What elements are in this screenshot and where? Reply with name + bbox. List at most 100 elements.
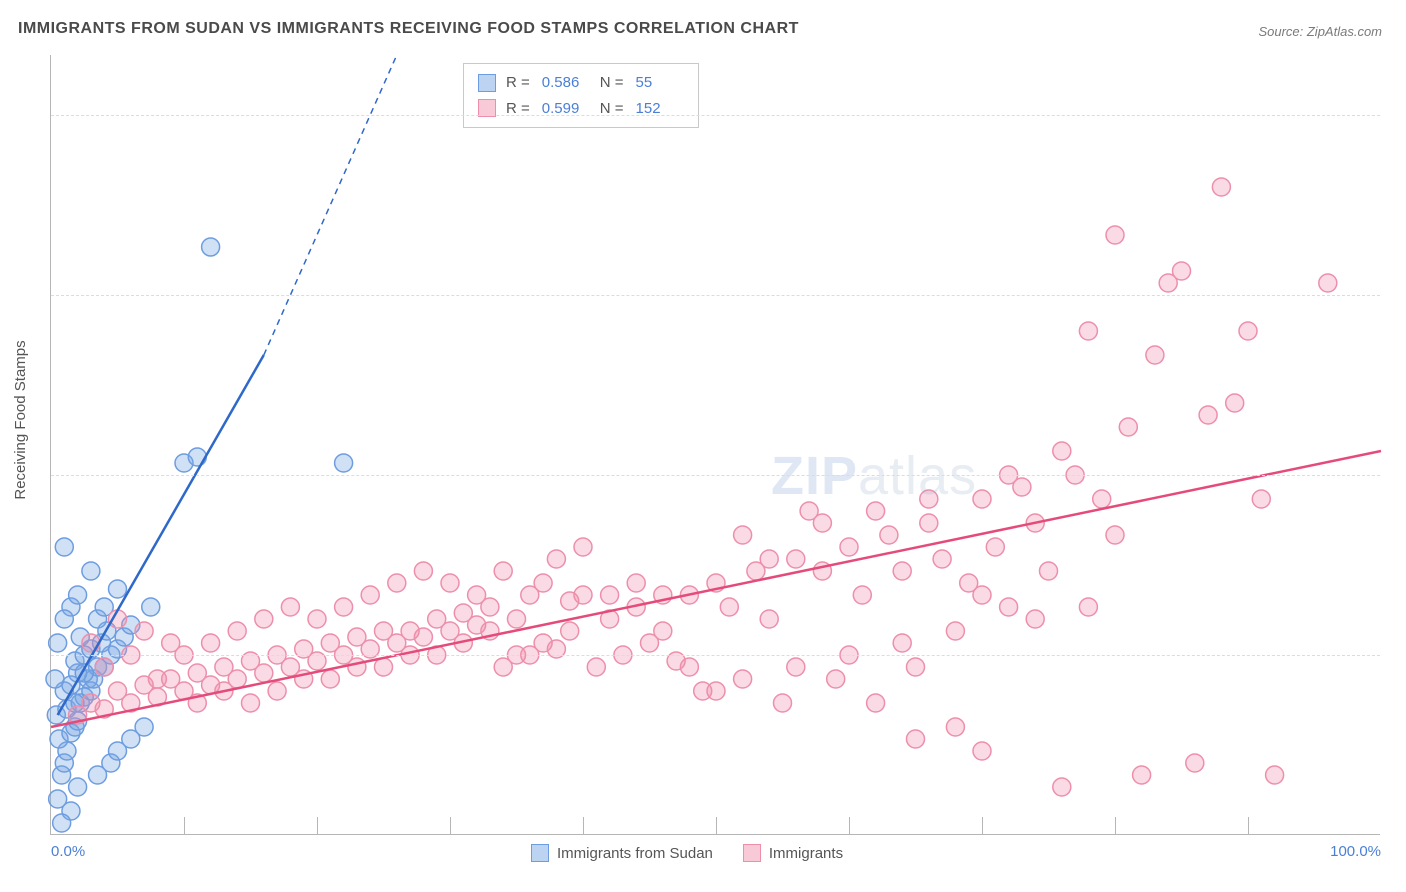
legend-n-value: 55 [636, 70, 684, 96]
legend-n-label: N = [600, 96, 624, 122]
data-point [707, 682, 725, 700]
gridline-v [184, 817, 185, 835]
data-point [1106, 226, 1124, 244]
data-point [414, 562, 432, 580]
gridline-v [317, 817, 318, 835]
data-point [1319, 274, 1337, 292]
data-point [720, 598, 738, 616]
data-point [534, 634, 552, 652]
data-point [933, 550, 951, 568]
data-point [335, 598, 353, 616]
data-point [1252, 490, 1270, 508]
chart-area: ZIPatlas R =0.586 N =55 R =0.599 N =152 … [50, 55, 1380, 835]
data-point [760, 610, 778, 628]
data-point [1079, 598, 1097, 616]
series-legend: Immigrants from SudanImmigrants [531, 844, 843, 862]
gridline-v [1115, 817, 1116, 835]
gridline-v [716, 817, 717, 835]
data-point [893, 562, 911, 580]
data-point [654, 622, 672, 640]
data-point [986, 538, 1004, 556]
data-point [627, 574, 645, 592]
data-point [255, 664, 273, 682]
data-point [1199, 406, 1217, 424]
data-point [268, 682, 286, 700]
data-point [142, 598, 160, 616]
legend-swatch [478, 74, 496, 92]
data-point [228, 622, 246, 640]
data-point [946, 622, 964, 640]
data-point [574, 586, 592, 604]
data-point [587, 658, 605, 676]
legend-n-label: N = [600, 70, 624, 96]
data-point [1133, 766, 1151, 784]
data-point [375, 658, 393, 676]
data-point [308, 610, 326, 628]
gridline-h [51, 475, 1380, 476]
data-point [907, 730, 925, 748]
data-point [414, 628, 432, 646]
gridline-h [51, 115, 1380, 116]
data-point [920, 490, 938, 508]
legend-row: R =0.586 N =55 [478, 70, 684, 96]
data-point [561, 622, 579, 640]
gridline-h [51, 295, 1380, 296]
data-point [55, 538, 73, 556]
data-point [69, 778, 87, 796]
data-point [82, 634, 100, 652]
legend-n-value: 152 [636, 96, 684, 122]
data-point [734, 526, 752, 544]
gridline-v [982, 817, 983, 835]
data-point [601, 586, 619, 604]
xtick-label: 0.0% [51, 843, 85, 860]
data-point [840, 538, 858, 556]
data-point [361, 586, 379, 604]
data-point [1000, 598, 1018, 616]
data-point [135, 622, 153, 640]
data-point [95, 658, 113, 676]
data-point [53, 814, 71, 832]
data-point [202, 238, 220, 256]
data-point [547, 550, 565, 568]
data-point [787, 550, 805, 568]
data-point [1040, 562, 1058, 580]
data-point [680, 658, 698, 676]
data-point [867, 694, 885, 712]
data-point [441, 574, 459, 592]
data-point [281, 598, 299, 616]
data-point [335, 454, 353, 472]
gridline-v [583, 817, 584, 835]
data-point [880, 526, 898, 544]
data-point [69, 586, 87, 604]
data-point [893, 634, 911, 652]
data-point [813, 514, 831, 532]
data-point [760, 550, 778, 568]
xtick-label: 100.0% [1330, 843, 1381, 860]
data-point [946, 718, 964, 736]
gridline-v [849, 817, 850, 835]
data-point [148, 670, 166, 688]
data-point [49, 634, 67, 652]
data-point [1053, 778, 1071, 796]
data-point [348, 658, 366, 676]
data-point [973, 586, 991, 604]
y-axis-label: Receiving Food Stamps [12, 340, 29, 499]
legend-item: Immigrants [743, 844, 843, 862]
data-point [1146, 346, 1164, 364]
data-point [55, 610, 73, 628]
data-point [494, 562, 512, 580]
trend-line [58, 355, 264, 715]
data-point [973, 742, 991, 760]
data-point [508, 610, 526, 628]
data-point [973, 490, 991, 508]
plot-region: ZIPatlas R =0.586 N =55 R =0.599 N =152 … [50, 55, 1380, 835]
gridline-h [51, 655, 1380, 656]
data-point [867, 502, 885, 520]
data-point [734, 670, 752, 688]
data-point [1212, 178, 1230, 196]
data-point [827, 670, 845, 688]
data-point [82, 562, 100, 580]
data-point [1079, 322, 1097, 340]
legend-r-label: R = [506, 96, 530, 122]
data-point [787, 658, 805, 676]
